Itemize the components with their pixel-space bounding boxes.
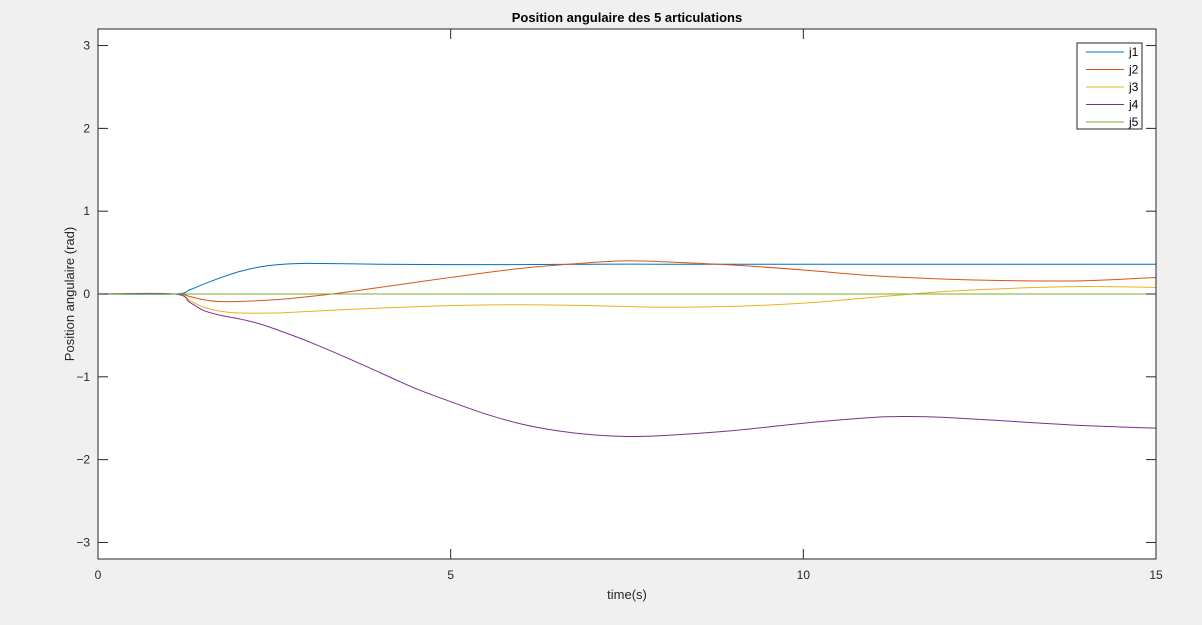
chart-title: Position angulaire des 5 articulations [512,10,742,25]
series-line-j4 [97,292,1157,438]
series-line-j3 [97,286,1157,314]
legend: j1 j2 j3 j4 j5 [1076,42,1143,130]
y-tick-label: 2 [83,121,90,135]
legend-label-j3: j3 [1128,80,1139,94]
legend-label-j5: j5 [1128,115,1139,129]
legend-label-j2: j2 [1128,63,1139,77]
y-tick-label: −1 [76,370,90,384]
y-tick-label: 0 [83,287,90,301]
x-tick-label: 5 [447,568,454,582]
series-line-j2 [97,260,1157,303]
y-tick-label: −3 [76,535,90,549]
x-axis-label: time(s) [607,587,647,602]
legend-label-j1: j1 [1128,45,1139,59]
x-tick-label: 15 [1149,568,1163,582]
x-tick-label: 10 [797,568,811,582]
y-axis-label: Position angulaire (rad) [62,227,77,361]
legend-box [1076,42,1143,130]
y-tick-label: 1 [83,204,90,218]
y-tick-label: −2 [76,453,90,467]
series-line-j1 [97,262,1156,295]
tick-layer: 0 5 10 15 −3 −2 −1 0 1 2 3 [76,29,1163,582]
legend-label-j4: j4 [1128,98,1139,112]
x-tick-label: 0 [95,568,102,582]
y-tick-label: 3 [83,39,90,53]
series-layer [97,260,1157,438]
